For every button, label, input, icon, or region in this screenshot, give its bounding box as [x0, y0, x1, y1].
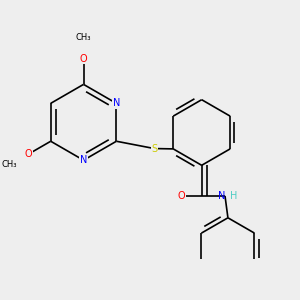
Text: CH₃: CH₃: [76, 32, 91, 41]
Text: N: N: [218, 191, 226, 201]
Text: O: O: [25, 149, 32, 159]
Text: S: S: [151, 143, 158, 154]
Text: CH₃: CH₃: [2, 160, 17, 169]
Text: O: O: [80, 54, 87, 64]
Text: O: O: [178, 191, 185, 201]
Text: H: H: [230, 191, 237, 201]
Text: N: N: [80, 155, 87, 165]
Text: N: N: [113, 98, 120, 108]
